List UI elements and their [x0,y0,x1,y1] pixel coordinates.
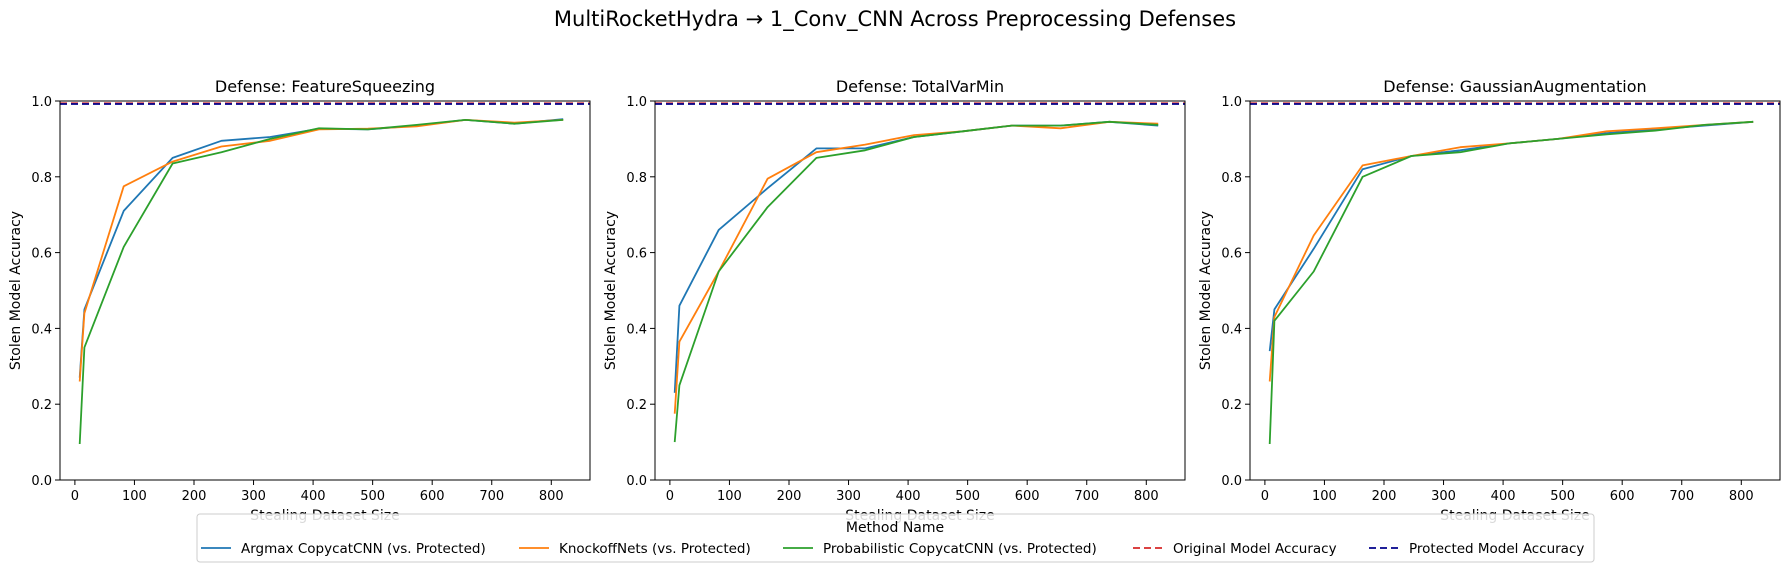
x-tick-label: 700 [1669,489,1694,504]
plot-frame [654,100,1186,481]
x-tick-label: 100 [717,489,742,504]
y-tick-label: 0.4 [1221,322,1242,337]
series-line-2 [1268,120,1754,382]
series-line-2 [673,120,1159,414]
x-tick-label: 200 [1372,489,1397,504]
legend: Method Name Argmax CopycatCNN (vs. Protec… [196,513,1595,563]
x-tick-label: 800 [1134,489,1159,504]
x-tick-label: 0 [1261,489,1269,504]
x-tick-label: 300 [836,489,861,504]
series-line-3 [673,120,1159,443]
panel-title: Defense: TotalVarMin [836,77,1004,96]
y-tick-label: 0.2 [31,398,52,413]
series-line-1 [78,118,564,378]
y-tick-label: 1.0 [626,95,647,110]
x-tick-label: 300 [241,489,266,504]
chart-panel-3: Defense: GaussianAugmentationStealing Da… [1198,77,1781,524]
x-tick-label: 300 [1431,489,1456,504]
y-tick-label: 0.6 [626,247,647,262]
y-tick-label: 0.2 [1221,398,1242,413]
x-tick-label: 700 [1074,489,1099,504]
chart-panel-1: Defense: FeatureSqueezingStealing Datase… [8,77,591,524]
figure-title: MultiRocketHydra → 1_Conv_CNN Across Pre… [554,7,1236,32]
y-axis-label: Stolen Model Accuracy [8,211,24,370]
x-tick-label: 500 [955,489,980,504]
y-tick-label: 0.0 [1221,474,1242,489]
plot-frame [59,100,591,481]
x-tick-label: 600 [1610,489,1635,504]
legend-title: Method Name [846,520,944,536]
legend-label: KnockoffNets (vs. Protected) [559,541,751,557]
series-line-3 [1268,120,1754,445]
y-tick-label: 0.0 [31,474,52,489]
y-axis-label: Stolen Model Accuracy [603,211,619,370]
y-tick-label: 0.2 [626,398,647,413]
y-tick-label: 0.8 [626,171,647,186]
x-tick-label: 200 [777,489,802,504]
x-tick-label: 800 [539,489,564,504]
x-tick-label: 400 [896,489,921,504]
chart-panel-2: Defense: TotalVarMinStealing Dataset Siz… [603,77,1186,524]
y-tick-label: 0.8 [31,171,52,186]
x-tick-label: 100 [122,489,147,504]
series-line-3 [78,119,564,445]
x-tick-label: 800 [1729,489,1754,504]
x-tick-label: 600 [1015,489,1040,504]
panel-title: Defense: GaussianAugmentation [1383,77,1646,96]
x-tick-label: 400 [1491,489,1516,504]
legend-label: Probabilistic CopycatCNN (vs. Protected) [823,541,1097,557]
x-tick-label: 100 [1312,489,1337,504]
x-tick-label: 400 [301,489,326,504]
x-tick-label: 0 [71,489,79,504]
chart-panels: Defense: FeatureSqueezingStealing Datase… [8,77,1781,524]
y-tick-label: 0.6 [31,247,52,262]
y-tick-label: 0.0 [626,474,647,489]
legend-box [196,513,1595,563]
y-tick-label: 0.4 [626,322,647,337]
y-tick-label: 1.0 [1221,95,1242,110]
x-tick-label: 0 [666,489,674,504]
y-axis-label: Stolen Model Accuracy [1198,211,1214,370]
series-line-1 [1268,120,1754,352]
y-tick-label: 0.8 [1221,171,1242,186]
x-tick-label: 600 [420,489,445,504]
plot-frame [1249,100,1781,481]
panel-title: Defense: FeatureSqueezing [215,77,435,96]
legend-label: Original Model Accuracy [1173,541,1337,557]
x-tick-label: 500 [1550,489,1575,504]
y-tick-label: 1.0 [31,95,52,110]
y-tick-label: 0.4 [31,322,52,337]
legend-label: Protected Model Accuracy [1409,541,1584,557]
x-tick-label: 700 [479,489,504,504]
series-line-1 [673,120,1159,393]
y-tick-label: 0.6 [1221,247,1242,262]
x-tick-label: 200 [182,489,207,504]
series-line-2 [78,119,564,382]
legend-label: Argmax CopycatCNN (vs. Protected) [241,541,486,557]
x-tick-label: 500 [360,489,385,504]
